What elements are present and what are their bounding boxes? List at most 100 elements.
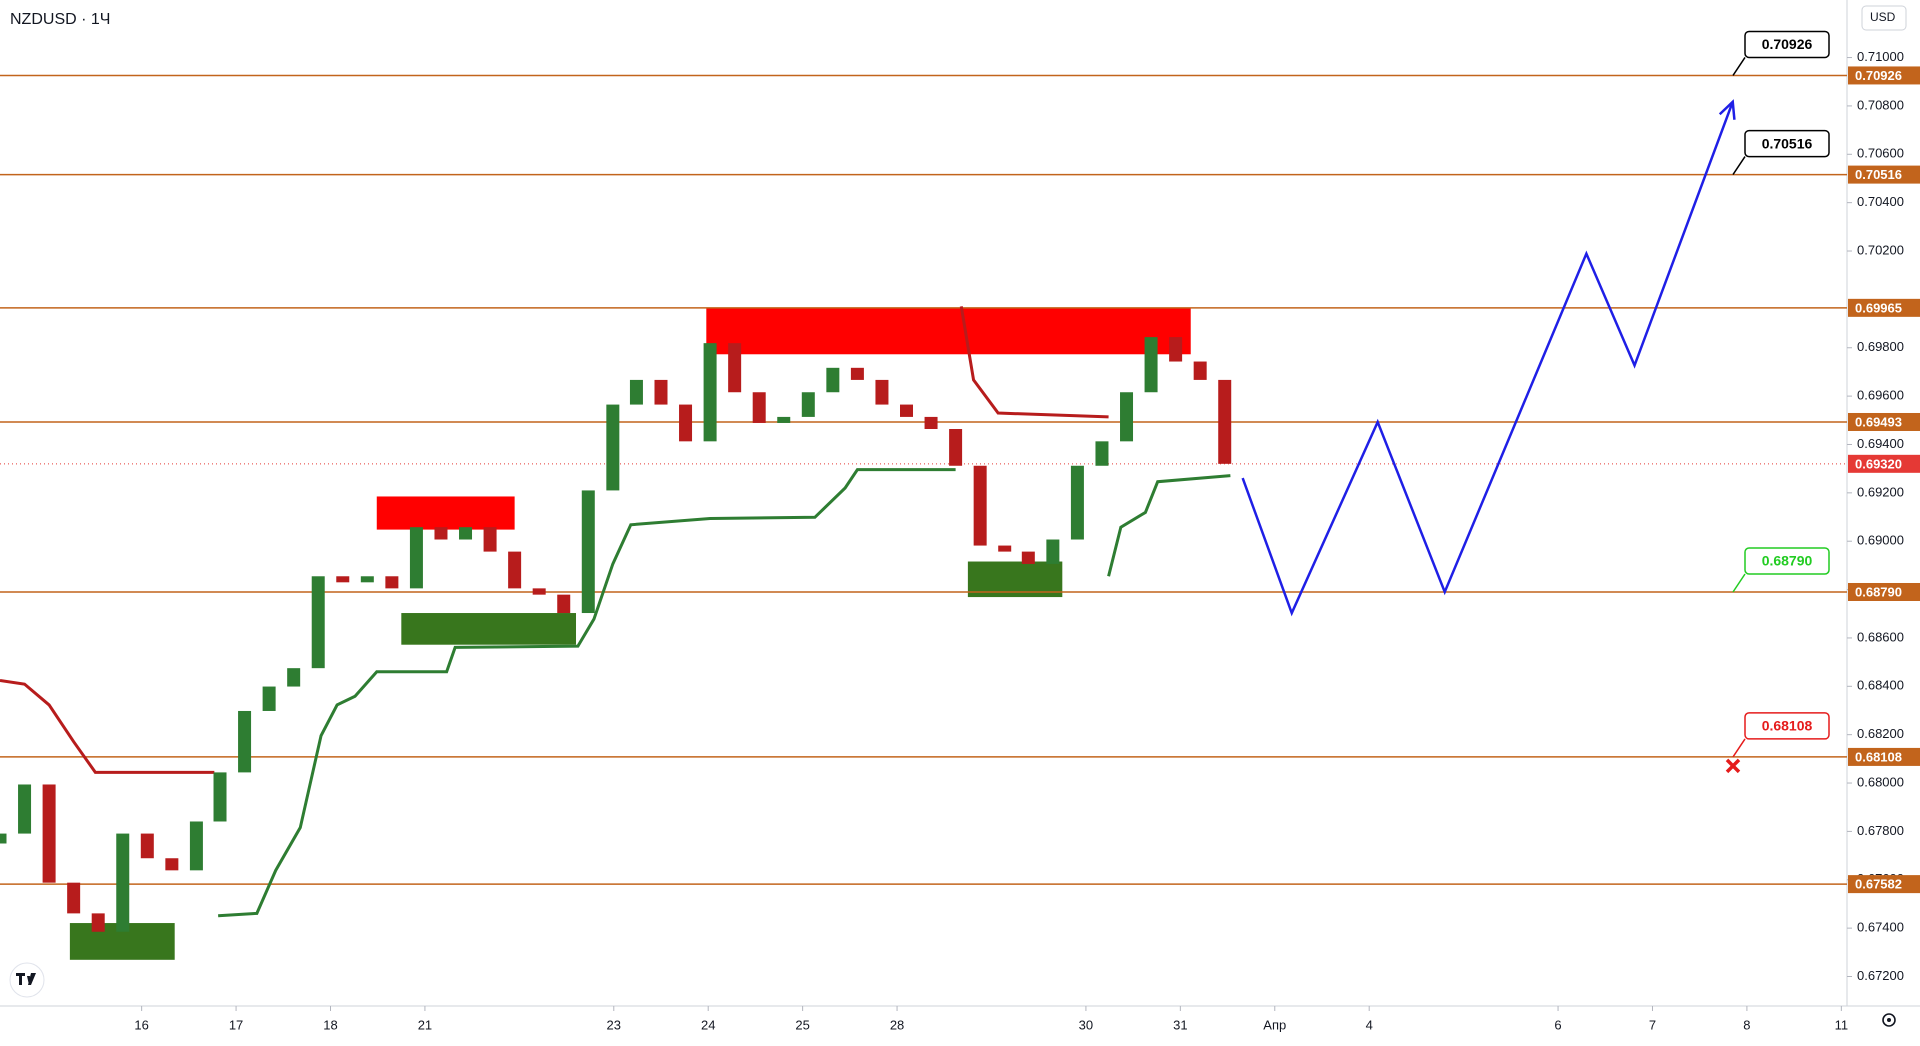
level-tag <box>1848 582 1920 601</box>
y-tick-label: 0.69400 <box>1857 436 1904 451</box>
callout-label: 0.70926 <box>1762 36 1813 52</box>
supertrend-line <box>0 679 215 774</box>
candle-body <box>801 392 815 417</box>
candle-body <box>1070 465 1084 540</box>
projection-path <box>1241 101 1734 617</box>
x-tick-label: 28 <box>890 1017 904 1032</box>
x-tick-label: 8 <box>1743 1017 1750 1032</box>
candle-body <box>459 527 473 540</box>
candle-body <box>42 784 56 883</box>
callout-box <box>1744 547 1830 575</box>
candle-body <box>1095 441 1109 466</box>
y-tick-label: 0.68000 <box>1857 774 1904 789</box>
y-tick-label: 0.69000 <box>1857 533 1904 548</box>
x-tick-label: 30 <box>1079 1017 1093 1032</box>
candle-body <box>409 527 423 589</box>
candle-body <box>777 416 791 423</box>
candle-body <box>213 772 227 822</box>
level-tag <box>1848 66 1920 85</box>
candle-body <box>703 343 717 442</box>
y-tick-label: 0.70600 <box>1857 146 1904 161</box>
candle-body <box>91 913 105 932</box>
symbol-title: NZDUSD · 1Ч <box>10 11 110 28</box>
y-tick-label: 0.70200 <box>1857 242 1904 257</box>
y-tick-label: 0.67400 <box>1857 920 1904 935</box>
y-tick-label: 0.69200 <box>1857 484 1904 499</box>
candle-body <box>1144 337 1158 393</box>
candle-body <box>262 686 276 711</box>
candle-body <box>850 367 864 380</box>
candle-body <box>116 833 130 932</box>
y-tick-label: 0.70800 <box>1857 97 1904 112</box>
candle-body <box>826 367 840 393</box>
candle-body <box>0 833 7 844</box>
callout-leader <box>1732 573 1746 593</box>
candle-body <box>336 576 350 583</box>
candle-body <box>557 594 571 614</box>
currency-button[interactable] <box>1861 5 1907 31</box>
x-tick-label: 11 <box>1835 1017 1849 1032</box>
candle-body <box>238 710 252 773</box>
zone <box>967 561 1063 598</box>
level-tag <box>1848 747 1920 766</box>
candle-body <box>532 588 546 595</box>
y-tick-label: 0.68200 <box>1857 726 1904 741</box>
y-tick-label: 0.70400 <box>1857 194 1904 209</box>
candle-body <box>629 379 643 405</box>
zone <box>401 613 577 645</box>
candle-body <box>508 551 522 589</box>
stop-marker <box>1725 758 1741 774</box>
y-tick-label: 0.68600 <box>1857 629 1904 644</box>
x-tick-label: Апр <box>1263 1017 1286 1032</box>
candle-body <box>18 784 32 834</box>
level-tag-label: 0.69965 <box>1855 300 1902 315</box>
zone <box>376 496 515 530</box>
candle-body <box>434 527 448 540</box>
settings-icon[interactable] <box>1882 1013 1896 1027</box>
candle-body <box>900 404 914 417</box>
x-tick-label: 16 <box>134 1017 148 1032</box>
level-tag-label: 0.70926 <box>1855 68 1902 83</box>
y-tick-label: 0.69800 <box>1857 339 1904 354</box>
level-tag <box>1848 412 1920 431</box>
x-tick-label: 24 <box>701 1017 715 1032</box>
callout-box <box>1744 712 1830 740</box>
x-tick-label: 31 <box>1173 1017 1187 1032</box>
x-tick-label: 17 <box>229 1017 243 1032</box>
level-tag-label: 0.68108 <box>1855 749 1902 764</box>
y-tick-label: 0.67200 <box>1857 968 1904 983</box>
level-tag <box>1848 875 1920 894</box>
candle-body <box>67 882 81 914</box>
callout-label: 0.70516 <box>1762 135 1813 151</box>
candle-body <box>165 858 179 871</box>
x-tick-label: 23 <box>607 1017 621 1032</box>
candle-body <box>1218 379 1232 464</box>
candle-body <box>1169 337 1183 362</box>
candle-body <box>311 576 325 669</box>
level-tag <box>1848 165 1920 184</box>
currency-label[interactable]: USD <box>1870 10 1896 24</box>
callout-leader <box>1732 156 1746 176</box>
candle-body <box>998 545 1012 552</box>
candle-body <box>973 465 987 546</box>
x-tick-label: 6 <box>1554 1017 1561 1032</box>
candle-body <box>360 576 374 583</box>
level-tag-label: 0.70516 <box>1855 167 1902 182</box>
callout-leader <box>1732 57 1746 76</box>
callout-label: 0.68108 <box>1762 718 1813 734</box>
zone <box>706 307 1191 355</box>
x-tick-label: 18 <box>323 1017 337 1032</box>
y-tick-label: 0.68400 <box>1857 678 1904 693</box>
plot: 0.70926 0.70516 0.68790 0.68108 <box>0 30 1847 960</box>
candle-body <box>1193 361 1207 380</box>
level-tag-label: 0.67582 <box>1855 877 1902 892</box>
candle-body <box>654 379 668 405</box>
y-tick-label: 0.67800 <box>1857 823 1904 838</box>
candle-body <box>728 343 742 393</box>
callout-label: 0.68790 <box>1762 553 1813 569</box>
tv-logo <box>9 962 45 998</box>
level-tag <box>1848 298 1920 317</box>
